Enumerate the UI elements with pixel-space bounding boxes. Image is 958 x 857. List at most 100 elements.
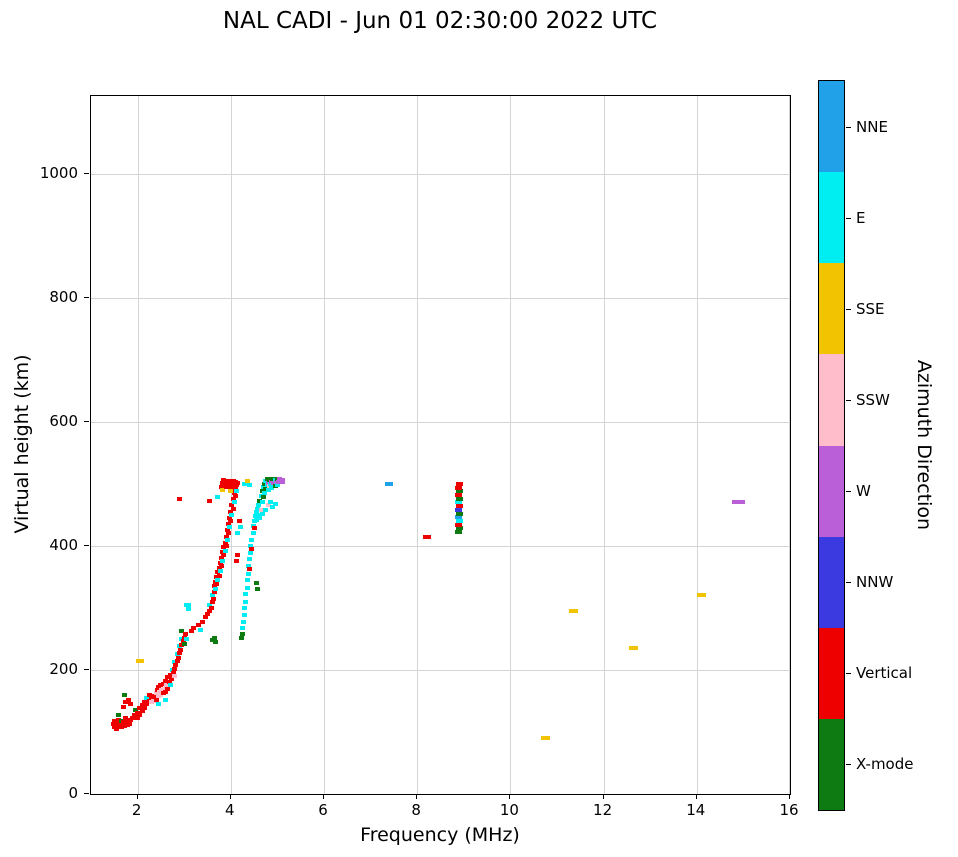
data-point (250, 523, 256, 528)
data-point (232, 494, 238, 499)
x-tick-label: 14 (686, 801, 706, 819)
colorbar-tick-mark (846, 308, 851, 310)
y-tick-mark (84, 172, 89, 174)
data-point (224, 537, 230, 542)
data-point (227, 515, 233, 520)
data-point (280, 478, 286, 483)
data-point (249, 546, 255, 551)
x-tick-label: 16 (779, 801, 799, 819)
data-point (235, 480, 241, 485)
y-gridline (91, 173, 790, 175)
data-point (455, 481, 463, 486)
data-point (274, 483, 280, 488)
y-tick-mark (84, 793, 89, 794)
data-point (229, 512, 235, 517)
data-point (232, 500, 238, 505)
colorbar-label: SSW (856, 390, 890, 409)
data-point (224, 528, 230, 533)
data-point (246, 563, 251, 568)
data-point (247, 543, 253, 548)
data-point (122, 723, 128, 728)
data-point (228, 509, 234, 514)
colorbar-tick-mark (846, 399, 851, 401)
data-point (253, 509, 259, 514)
data-point (258, 507, 264, 512)
data-point (135, 716, 141, 721)
data-point (261, 481, 267, 486)
data-point (215, 577, 221, 582)
data-point (237, 525, 243, 530)
data-point (139, 703, 145, 708)
data-point (257, 499, 263, 504)
colorbar (818, 80, 845, 811)
data-point (128, 702, 134, 707)
data-point (214, 582, 220, 587)
data-point (218, 563, 224, 568)
data-point (454, 522, 462, 527)
data-point (221, 553, 227, 558)
data-point (265, 503, 271, 508)
chart-title: NAL CADI - Jun 01 02:30:00 2022 UTC (222, 8, 658, 34)
data-point (114, 726, 120, 731)
colorbar-label: X-mode (856, 755, 914, 774)
data-point (259, 511, 265, 516)
data-point (177, 497, 183, 502)
colorbar-segment-ssw (819, 354, 844, 446)
data-point (135, 658, 144, 663)
data-point (265, 487, 271, 492)
data-point (216, 573, 222, 578)
data-point (233, 483, 239, 488)
data-point (172, 674, 178, 679)
x-gridline (510, 96, 512, 794)
colorbar-segment-x-mode (819, 718, 844, 810)
data-point (244, 577, 250, 582)
data-point (244, 586, 250, 590)
x-gridline (789, 96, 790, 794)
data-point (454, 485, 462, 490)
data-point (208, 605, 214, 610)
plot-area (90, 95, 791, 795)
data-point (177, 648, 183, 653)
data-point (209, 593, 215, 598)
data-point (121, 705, 127, 710)
data-point (228, 519, 234, 523)
data-point (182, 631, 188, 636)
x-gridline (417, 96, 419, 794)
data-point (223, 534, 229, 539)
x-tick-label: 10 (499, 801, 519, 819)
data-point (270, 505, 276, 510)
data-point (209, 599, 215, 604)
x-tick-mark (416, 794, 418, 799)
colorbar-label: NNE (856, 117, 888, 136)
x-tick-mark (602, 794, 604, 799)
data-point (246, 483, 252, 488)
x-tick-label: 12 (593, 801, 613, 819)
colorbar-segment-e (819, 172, 844, 264)
data-point (454, 500, 462, 505)
data-point (151, 693, 157, 698)
data-point (180, 639, 186, 644)
data-point (173, 662, 179, 667)
x-gridline (696, 96, 698, 794)
data-point (156, 702, 162, 707)
data-point (266, 484, 272, 489)
x-tick-mark (229, 794, 231, 799)
data-point (118, 724, 124, 729)
data-point (261, 491, 267, 496)
data-point (246, 571, 251, 576)
data-point (246, 557, 252, 562)
data-point (159, 687, 165, 692)
data-point (130, 716, 136, 721)
colorbar-label: W (856, 482, 871, 501)
data-point (215, 569, 221, 574)
data-point (163, 689, 169, 694)
data-point (225, 522, 231, 527)
data-point (228, 489, 234, 494)
data-point (246, 567, 252, 572)
data-point (207, 602, 213, 607)
y-tick-mark (84, 420, 89, 422)
data-point (454, 507, 462, 512)
data-point (272, 501, 278, 506)
data-point (239, 625, 245, 630)
